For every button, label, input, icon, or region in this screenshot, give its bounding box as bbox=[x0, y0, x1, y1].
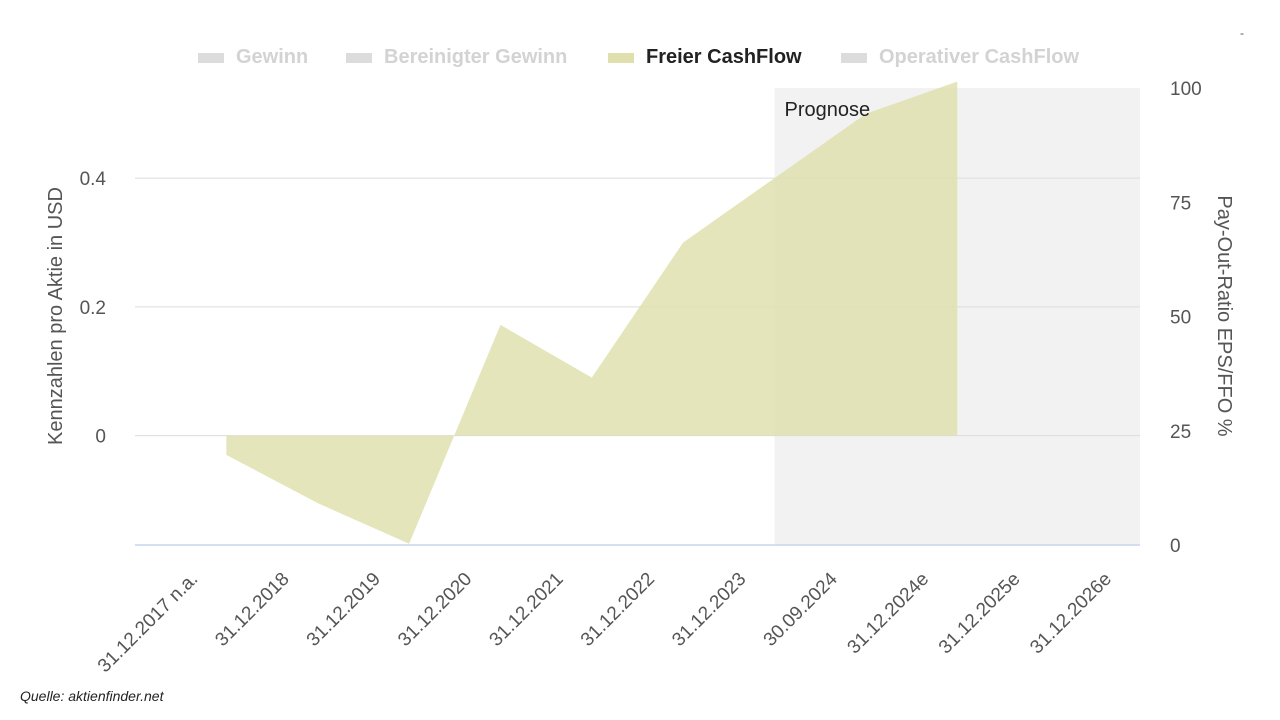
legend-label: Operativer CashFlow bbox=[879, 46, 1080, 68]
legend-label: Gewinn bbox=[236, 46, 309, 68]
x-tick-label: 30.09.2024 bbox=[760, 568, 842, 650]
x-tick-label: 31.12.2024e bbox=[844, 569, 934, 659]
y-left-tick-label: 0.2 bbox=[80, 298, 106, 319]
y-right-tick-label: 100 bbox=[1170, 79, 1202, 100]
legend-item-gewinn[interactable]: Gewinn bbox=[198, 46, 308, 69]
y-right-axis-title: Pay-Out-Ratio EPS/FFO % bbox=[1213, 195, 1235, 436]
legend-swatch-icon bbox=[198, 52, 224, 63]
legend-label: Bereinigter Gewinn bbox=[384, 46, 568, 68]
legend-item-freier-cashflow[interactable]: Freier CashFlow bbox=[608, 46, 802, 69]
y-right-tick-label: 0 bbox=[1170, 536, 1181, 557]
x-tick-label: 31.12.2020 bbox=[394, 569, 476, 651]
y-right-tick-label: 50 bbox=[1170, 308, 1191, 329]
legend-item-operativer-cashflow[interactable]: Operativer CashFlow bbox=[841, 46, 1079, 69]
y-left-tick-label: 0 bbox=[95, 427, 106, 448]
legend: Gewinn Bereinigter Gewinn Freier CashFlo… bbox=[0, 46, 1280, 74]
corner-mark: - bbox=[1240, 26, 1244, 40]
legend-swatch-icon bbox=[608, 52, 634, 63]
x-tick-label: 31.12.2021 bbox=[486, 569, 568, 651]
source-note: Quelle: aktienfinder.net bbox=[20, 688, 164, 704]
y-right-tick-label: 25 bbox=[1170, 422, 1191, 443]
x-tick-label: 31.12.2026e bbox=[1026, 569, 1116, 659]
x-tick-label: 31.12.2019 bbox=[303, 569, 385, 651]
y-right-tick-label: 75 bbox=[1170, 193, 1191, 214]
legend-swatch-icon bbox=[841, 52, 867, 63]
x-tick-label: 31.12.2023 bbox=[668, 569, 750, 651]
x-tick-label: 31.12.2025e bbox=[935, 569, 1025, 659]
legend-swatch-icon bbox=[346, 52, 372, 63]
y-left-axis-title: Kennzahlen pro Aktie in USD bbox=[45, 187, 67, 445]
series-area-freier-cashflow bbox=[226, 81, 958, 544]
x-tick-label: 31.12.2018 bbox=[211, 569, 293, 651]
forecast-label: Prognose bbox=[785, 99, 871, 121]
x-tick-label: 31.12.2022 bbox=[577, 569, 659, 651]
y-left-tick-label: 0.4 bbox=[80, 169, 107, 190]
legend-label: Freier CashFlow bbox=[646, 46, 802, 68]
x-tick-label: 31.12.2017 n.a. bbox=[94, 569, 202, 677]
legend-item-bereinigter-gewinn[interactable]: Bereinigter Gewinn bbox=[346, 46, 567, 69]
